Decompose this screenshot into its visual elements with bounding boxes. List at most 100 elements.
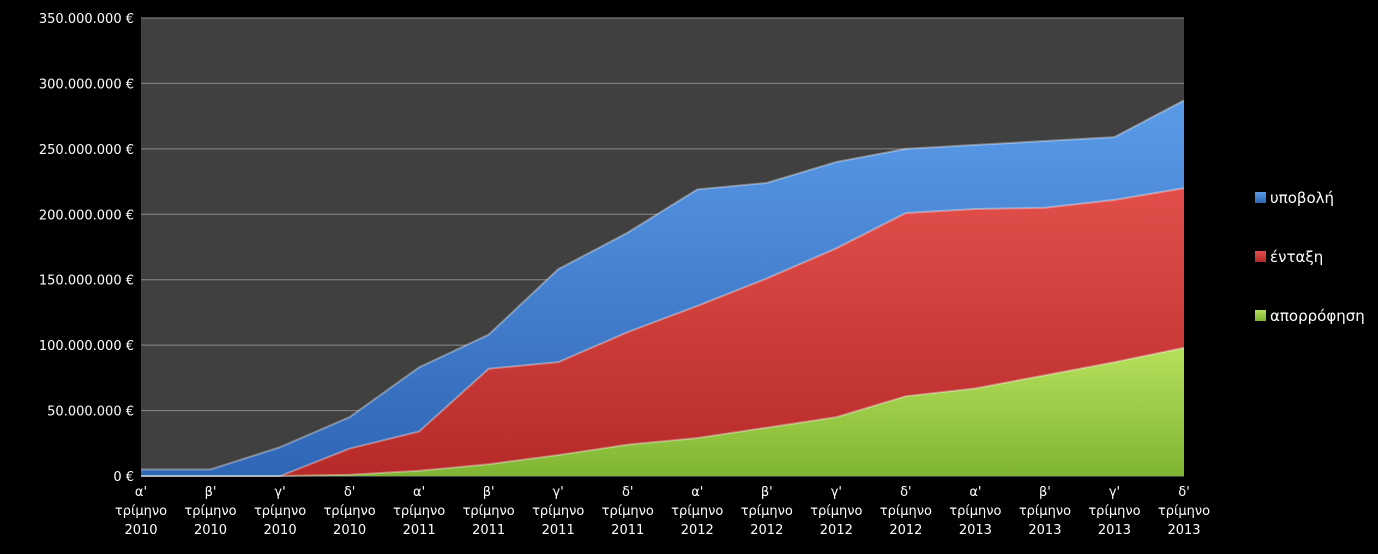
y-tick-label: 0 €: [113, 470, 134, 485]
data-point: [557, 361, 559, 363]
x-tick-label: δ': [900, 485, 912, 500]
data-point: [1044, 374, 1046, 376]
data-point: [279, 446, 281, 448]
x-tick-label: 2010: [333, 523, 366, 538]
data-point: [627, 232, 629, 234]
x-tick-label: 2012: [889, 523, 922, 538]
x-tick-label: 2010: [264, 523, 297, 538]
legend-label: υποβολή: [1270, 189, 1334, 207]
data-point: [488, 368, 490, 370]
x-tick-label: 2012: [681, 523, 714, 538]
data-point: [836, 416, 838, 418]
x-tick-label: τρίμηνο: [741, 504, 793, 519]
x-tick-label: 2012: [750, 523, 783, 538]
series-areas: [140, 99, 1185, 477]
y-tick-label: 100.000.000 €: [39, 339, 134, 354]
y-tick-label: 50.000.000 €: [47, 405, 134, 420]
x-tick-label: τρίμηνο: [1088, 504, 1140, 519]
data-point: [1183, 347, 1185, 349]
x-tick-label: β': [1039, 485, 1051, 500]
data-point: [140, 475, 142, 477]
x-tick-label: 2013: [959, 523, 992, 538]
x-tick-label: τρίμηνο: [463, 504, 515, 519]
x-tick-label: β': [483, 485, 495, 500]
area-edge-0: [141, 99, 1185, 471]
x-tick-label: τρίμηνο: [254, 504, 306, 519]
x-tick-label: τρίμηνο: [532, 504, 584, 519]
data-point: [557, 268, 559, 270]
x-tick-label: γ': [553, 485, 564, 500]
data-point: [418, 470, 420, 472]
data-point: [488, 334, 490, 336]
x-tick-label: 2010: [124, 523, 157, 538]
data-point: [905, 395, 907, 397]
x-tick-label: α': [969, 485, 981, 500]
data-point: [696, 437, 698, 439]
legend: υποβολή ένταξη απορρόφηση: [1255, 189, 1365, 325]
data-point: [696, 189, 698, 191]
x-tick-label: γ': [274, 485, 285, 500]
x-tick-label: τρίμηνο: [184, 504, 236, 519]
x-tick-label: τρίμηνο: [115, 504, 167, 519]
data-point: [418, 431, 420, 433]
data-point: [349, 448, 351, 450]
x-tick-label: α': [413, 485, 425, 500]
legend-label: απορρόφηση: [1270, 307, 1365, 325]
data-point: [975, 208, 977, 210]
x-tick-label: δ': [344, 485, 356, 500]
x-tick-label: 2011: [472, 523, 505, 538]
x-tick-label: τρίμηνο: [393, 504, 445, 519]
x-tick-label: τρίμηνο: [323, 504, 375, 519]
x-tick-label: 2013: [1167, 523, 1200, 538]
data-point: [1114, 136, 1116, 138]
y-tick-label: 200.000.000 €: [39, 208, 134, 223]
data-point: [766, 278, 768, 280]
y-tick-label: 300.000.000 €: [39, 77, 134, 92]
x-axis: α' τρίμηνο 2010 β' τρίμηνο 2010 γ' τρίμηνο 2010 δ…: [115, 485, 1210, 538]
data-point: [1114, 361, 1116, 363]
data-point: [1183, 187, 1185, 189]
x-tick-label: δ': [622, 485, 634, 500]
y-tick-label: 150.000.000 €: [39, 274, 134, 289]
x-tick-label: τρίμηνο: [949, 504, 1001, 519]
x-tick-label: 2011: [542, 523, 575, 538]
legend-swatch: [1255, 192, 1266, 203]
y-tick-label: 350.000.000 €: [39, 12, 134, 27]
x-tick-label: 2010: [194, 523, 227, 538]
y-axis: 0 € 50.000.000 € 100.000.000 € 150.000.000 …: [39, 12, 134, 485]
x-tick-label: γ': [831, 485, 842, 500]
legend-swatch: [1255, 310, 1266, 321]
legend-swatch: [1255, 251, 1266, 262]
data-point: [279, 475, 281, 477]
x-tick-label: τρίμηνο: [810, 504, 862, 519]
data-point: [210, 469, 212, 471]
data-point: [766, 182, 768, 184]
data-point: [488, 463, 490, 465]
area-edge-1: [141, 187, 1185, 477]
data-point: [905, 148, 907, 150]
data-point: [696, 305, 698, 307]
data-point: [836, 248, 838, 250]
data-point: [210, 475, 212, 477]
x-tick-label: α': [691, 485, 703, 500]
data-point: [975, 144, 977, 146]
x-tick-label: τρίμηνο: [880, 504, 932, 519]
data-point: [627, 444, 629, 446]
x-tick-label: τρίμηνο: [1019, 504, 1071, 519]
x-tick-label: 2012: [820, 523, 853, 538]
x-tick-label: 2013: [1028, 523, 1061, 538]
x-tick-label: γ': [1109, 485, 1120, 500]
x-tick-label: τρίμηνο: [1158, 504, 1210, 519]
data-point: [1044, 207, 1046, 209]
x-tick-label: β': [205, 485, 217, 500]
area-series-2: [141, 347, 1184, 476]
legend-label: ένταξη: [1270, 248, 1323, 266]
data-point: [836, 161, 838, 163]
data-point: [557, 454, 559, 456]
x-tick-label: τρίμηνο: [671, 504, 723, 519]
data-point: [349, 416, 351, 418]
x-tick-label: α': [135, 485, 147, 500]
data-point: [349, 474, 351, 476]
data-point: [1044, 140, 1046, 142]
